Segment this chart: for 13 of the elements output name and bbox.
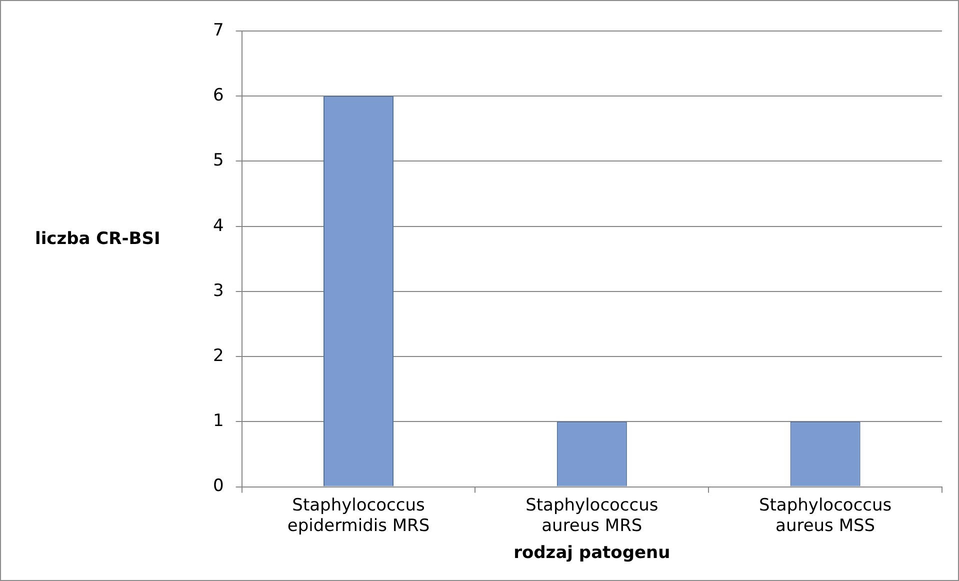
y-tick-label: 7 (212, 20, 224, 40)
y-tick-label: 1 (212, 411, 224, 432)
y-tick-label: 2 (212, 346, 224, 366)
y-tick-label: 3 (212, 280, 224, 301)
y-axis-title: liczba CR-BSI (35, 229, 160, 249)
x-tick-label: Staphylococcus epidermidis MRS (287, 495, 430, 536)
x-tick-label: Staphylococcus aureus MRS (526, 495, 658, 536)
x-axis-title: rodzaj patogenu (514, 543, 670, 564)
y-tick-label: 6 (212, 86, 224, 106)
y-tick-label: 5 (212, 150, 224, 171)
x-tick-label: Staphylococcus aureus MSS (758, 495, 892, 536)
y-tick-label: 4 (212, 216, 224, 236)
y-tick-label: 0 (212, 476, 224, 496)
